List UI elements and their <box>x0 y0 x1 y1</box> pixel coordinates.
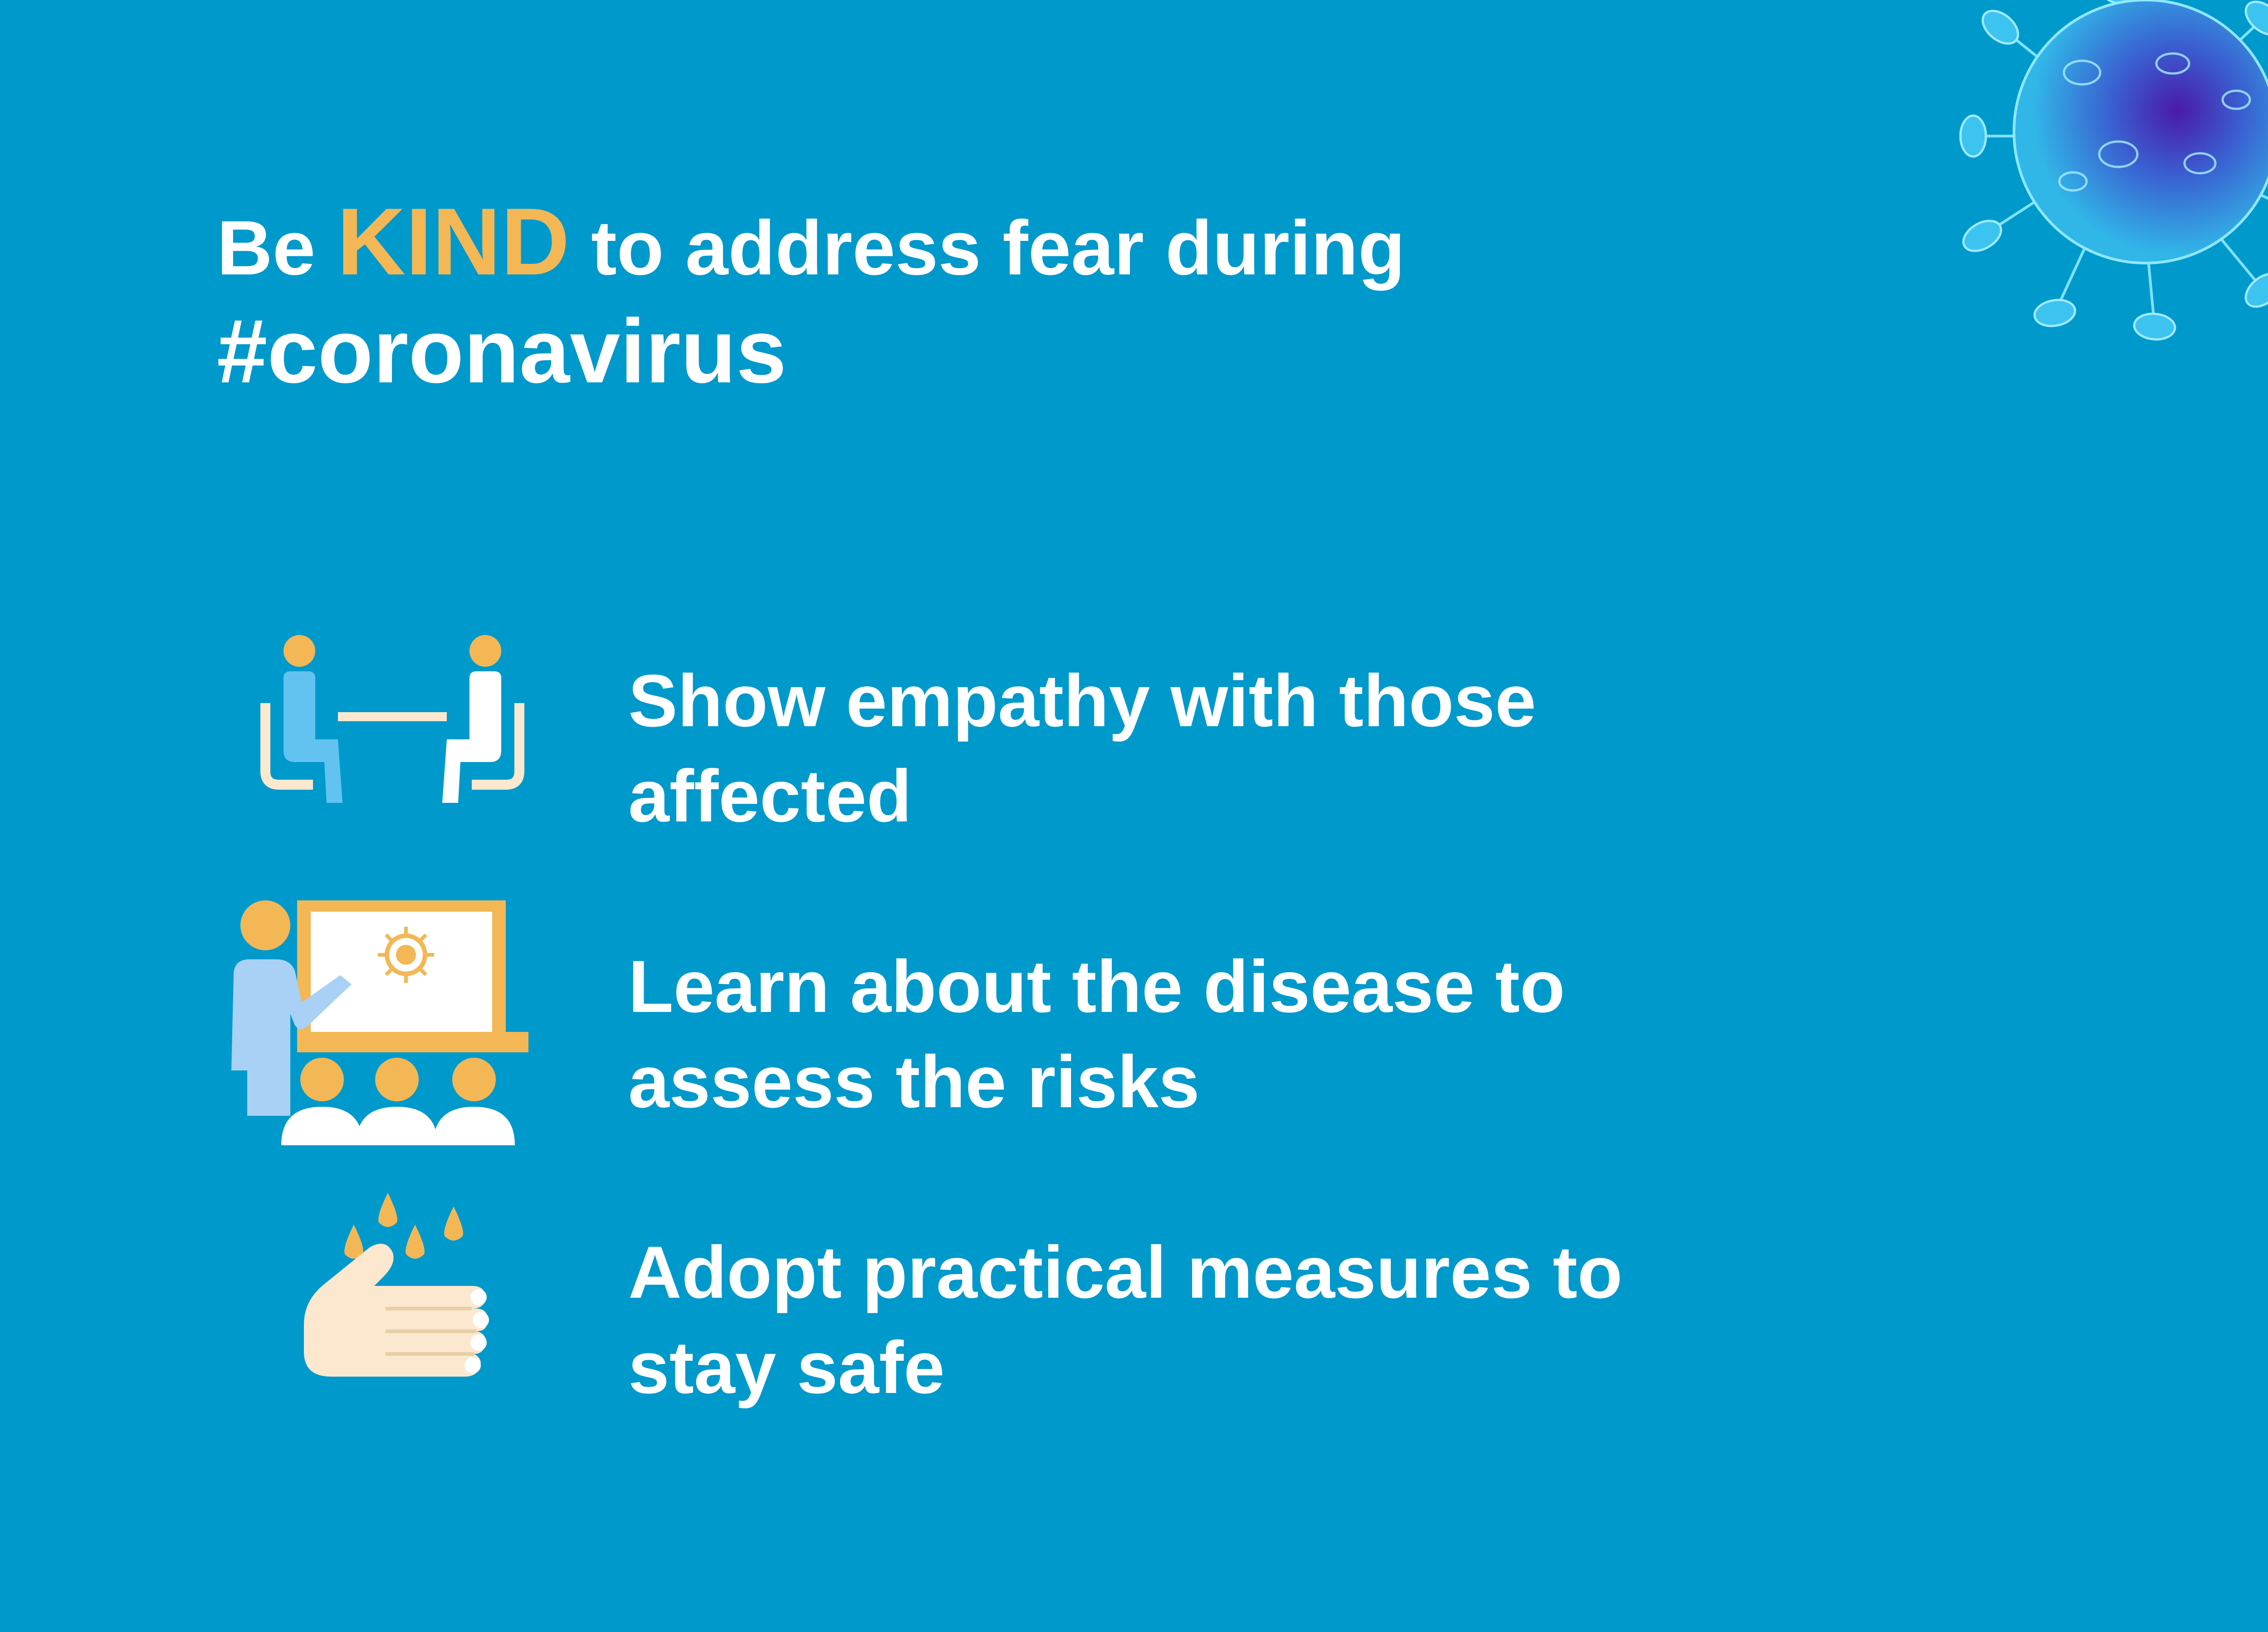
headline: Be KIND to address fear during #coronavi… <box>217 191 1405 404</box>
item-text: Show empathy with those affected <box>628 659 1536 837</box>
headline-highlight: KIND <box>337 188 570 295</box>
handwashing-icon <box>304 1193 489 1377</box>
item-text: Adopt practical measures to stay safe <box>628 1231 1623 1409</box>
two-people-talking-icon <box>260 635 524 803</box>
presentation-teacher-icon <box>231 900 528 1145</box>
headline-suffix: to address fear during <box>591 205 1405 291</box>
headline-prefix: Be <box>217 205 316 291</box>
coronavirus-illustration-icon <box>1959 0 2268 341</box>
headline-hashtag: #coronavirus <box>217 301 787 402</box>
item-text: Learn about the disease to assess the ri… <box>628 945 1565 1123</box>
